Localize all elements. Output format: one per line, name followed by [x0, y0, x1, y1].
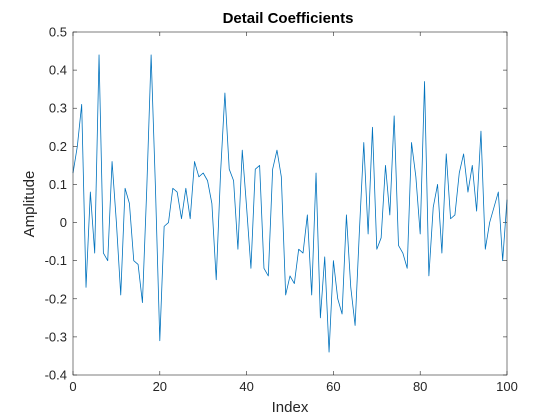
x-tick-label: 40	[239, 379, 253, 394]
plot-frame	[72, 31, 508, 376]
axis-ticks: 0 20 40 60 80 100 -0.4 -0.3 -0.2 -0.1 0 0.1 0.2 0.3 0.…	[45, 25, 518, 395]
x-axis-label: Index	[272, 399, 309, 416]
chart-title: Detail Coefficients	[223, 10, 354, 27]
plot-area	[73, 32, 507, 375]
y-tick-label: 0.4	[49, 63, 67, 78]
y-tick-label: 0.5	[49, 25, 67, 40]
x-tick-label: 60	[326, 379, 340, 394]
y-tick-label: 0	[60, 215, 67, 230]
x-tick-label: 20	[153, 379, 167, 394]
y-tick-label: 0.3	[49, 101, 67, 116]
y-tick-label: 0.2	[49, 139, 67, 154]
y-axis-label: Amplitude	[21, 171, 38, 238]
x-tick-label: 0	[69, 379, 76, 394]
series-line	[72, 54, 508, 353]
x-tick-label: 80	[413, 379, 427, 394]
y-tick-label: -0.3	[45, 329, 67, 344]
y-tick-label: -0.4	[45, 368, 67, 383]
y-tick-label: -0.1	[45, 253, 67, 268]
x-tick-label: 100	[496, 379, 518, 394]
y-tick-label: 0.1	[49, 177, 67, 192]
y-tick-label: -0.2	[45, 291, 67, 306]
